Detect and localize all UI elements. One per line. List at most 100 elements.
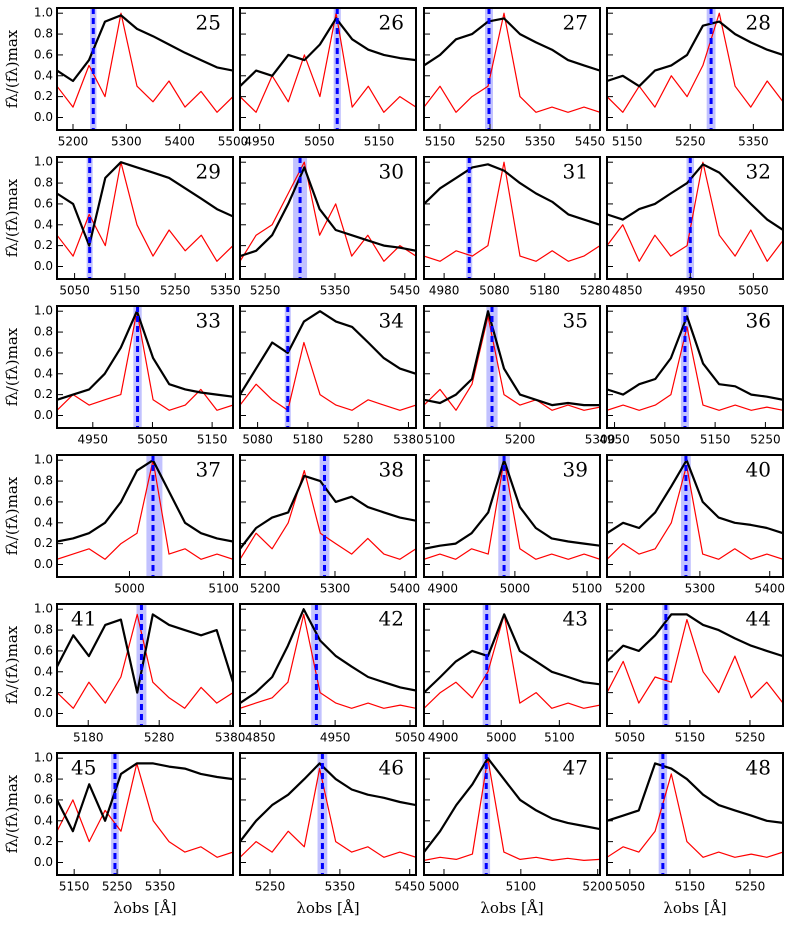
y-tick-label: 0.6 <box>34 345 53 359</box>
x-tick-label: 5300 <box>320 582 351 596</box>
x-tick-label: 5150 <box>197 433 228 447</box>
x-tick-label: 5050 <box>615 880 646 894</box>
red-spectrum <box>240 613 416 709</box>
axes-frame <box>239 752 417 876</box>
red-spectrum <box>424 459 600 560</box>
y-tick-label: 0.6 <box>34 792 53 806</box>
plot-area <box>240 604 416 726</box>
x-tick-label: 5250 <box>735 731 766 745</box>
panel-number: 45 <box>71 756 96 780</box>
axes-frame <box>56 156 234 280</box>
y-tick-label: 0.4 <box>34 366 53 380</box>
y-tick-label: 1.0 <box>34 751 53 765</box>
x-tick-label: 5450 <box>390 284 421 298</box>
x-tick-label: 5400 <box>754 582 785 596</box>
plot-area <box>607 8 783 130</box>
red-spectrum <box>607 326 783 411</box>
axes-frame <box>606 7 784 131</box>
y-axis-label: fλ/(fλ)max <box>3 774 21 853</box>
y-tick-label: 0.2 <box>34 834 53 848</box>
plot-area <box>424 8 600 130</box>
plot-area <box>424 455 600 577</box>
panel: 5000 5100 0.0 0.2 0.4 0.6 0.8 1.0 37 fλ/(fλ)max <box>3 453 239 596</box>
x-tick-label: 5300 <box>111 135 142 149</box>
black-spectrum <box>607 459 783 535</box>
x-tick-label: 5380 <box>393 433 424 447</box>
plot-area <box>57 157 233 279</box>
x-tick-label: 5100 <box>506 880 537 894</box>
x-tick-label: 5250 <box>102 880 133 894</box>
plot-area <box>424 753 600 875</box>
red-spectrum <box>424 12 600 113</box>
x-tick-label: 5280 <box>580 284 611 298</box>
axes-frame <box>239 454 417 578</box>
black-spectrum <box>240 474 416 550</box>
x-tick-label: 5400 <box>390 582 421 596</box>
x-tick-label: 4850 <box>612 284 643 298</box>
black-spectrum <box>57 762 233 833</box>
y-tick-label: 0.2 <box>34 685 53 699</box>
axes-frame <box>56 603 234 727</box>
y-tick-label: 0.8 <box>34 623 53 637</box>
axes-frame <box>606 603 784 727</box>
x-tick-label: 5350 <box>145 880 176 894</box>
panel-number: 25 <box>196 11 221 35</box>
x-tick-label: 5150 <box>612 135 643 149</box>
x-tick-label: 5000 <box>114 582 145 596</box>
x-tick-label: 5150 <box>59 880 90 894</box>
x-tick-label: 5280 <box>144 731 175 745</box>
panel: 4950 5050 5150 26 <box>239 7 417 149</box>
panel-number: 47 <box>563 756 588 780</box>
x-tick-label: 5100 <box>425 433 456 447</box>
plot-area <box>240 455 416 577</box>
black-spectrum <box>57 310 233 401</box>
axes-frame <box>423 454 601 578</box>
axes-frame <box>423 305 601 429</box>
y-axis-label: fλ/(fλ)max <box>3 476 21 555</box>
x-tick-label: 5200 <box>615 582 646 596</box>
y-tick-label: 0.0 <box>34 259 53 273</box>
y-tick-label: 1.0 <box>34 453 53 467</box>
axes-frame <box>56 454 234 578</box>
y-tick-label: 0.6 <box>34 47 53 61</box>
plot-area <box>240 753 416 875</box>
panel: 4850 4950 5050 42 <box>239 603 425 745</box>
y-tick-label: 1.0 <box>34 155 53 169</box>
x-tick-label: 5250 <box>160 284 191 298</box>
y-tick-label: 0.8 <box>34 474 53 488</box>
panel: 4980 5080 5180 5280 31 <box>423 156 611 298</box>
x-tick-label: 4950 <box>675 284 706 298</box>
panel-number: 41 <box>71 607 96 631</box>
plot-area <box>424 157 600 279</box>
black-spectrum <box>240 762 416 843</box>
y-tick-label: 0.2 <box>34 536 53 550</box>
x-tick-label: 5350 <box>320 284 351 298</box>
plot-area <box>57 753 233 875</box>
plot-area <box>240 306 416 428</box>
panel-number: 33 <box>196 309 221 333</box>
plot-area <box>607 157 783 279</box>
plot-area <box>57 455 233 577</box>
x-tick-label: 5050 <box>137 433 168 447</box>
x-tick-label: 5250 <box>250 284 281 298</box>
black-spectrum <box>57 14 233 83</box>
axes-frame <box>423 603 601 727</box>
red-spectrum <box>607 619 783 704</box>
y-tick-label: 0.8 <box>34 27 53 41</box>
panel-number: 26 <box>379 11 404 35</box>
y-tick-label: 0.6 <box>34 196 53 210</box>
y-tick-label: 0.4 <box>34 515 53 529</box>
x-tick-label: 5050 <box>59 284 90 298</box>
y-tick-label: 0.0 <box>34 408 53 422</box>
plot-area <box>607 753 783 875</box>
axes-frame <box>423 752 601 876</box>
black-spectrum <box>57 613 233 694</box>
red-spectrum <box>57 762 233 858</box>
x-tick-label: 5250 <box>735 880 766 894</box>
x-tick-label: 5050 <box>304 135 335 149</box>
black-spectrum <box>240 310 416 396</box>
x-tick-label: 5300 <box>685 582 716 596</box>
red-spectrum <box>607 464 783 560</box>
black-spectrum <box>240 17 416 87</box>
red-spectrum <box>424 757 600 861</box>
